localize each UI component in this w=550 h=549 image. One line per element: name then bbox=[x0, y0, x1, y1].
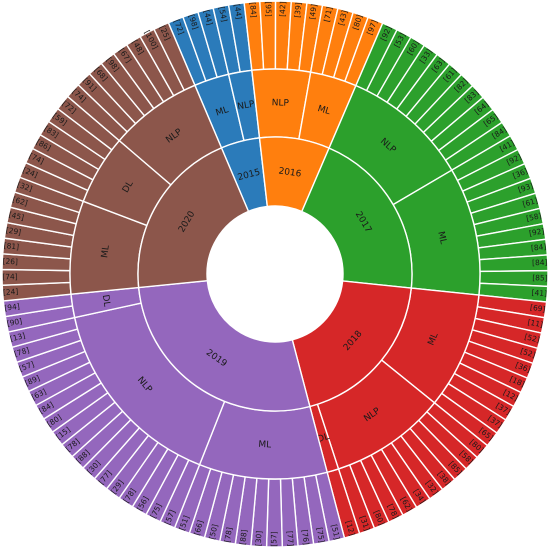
item-label: [44] bbox=[232, 3, 243, 20]
item-label: [71] bbox=[322, 6, 334, 23]
group-label: NLP bbox=[237, 99, 256, 112]
item-label: [61] bbox=[522, 196, 539, 209]
item-label: [43] bbox=[337, 9, 350, 26]
item-label: [41] bbox=[531, 288, 547, 298]
item-label: [94] bbox=[4, 302, 20, 313]
item-label: [78] bbox=[13, 345, 30, 358]
item-label: [95] bbox=[264, 1, 273, 17]
group-label: ML bbox=[100, 245, 112, 259]
item-label: [45] bbox=[8, 210, 25, 222]
group-label: ML bbox=[316, 104, 331, 117]
item-label: [76] bbox=[300, 529, 311, 545]
item-label: [50] bbox=[207, 523, 219, 540]
item-label: [92] bbox=[528, 227, 545, 238]
item-label: [90] bbox=[6, 316, 23, 328]
item-label: [75] bbox=[315, 527, 326, 544]
item-label: [30] bbox=[254, 530, 264, 546]
item-label: [11] bbox=[527, 318, 544, 330]
group-label: ML bbox=[435, 230, 447, 245]
group-label: ML bbox=[215, 105, 230, 118]
year-label: 2016 bbox=[278, 166, 302, 179]
item-label: [13] bbox=[9, 331, 26, 343]
item-label: [51] bbox=[329, 523, 341, 540]
item-label: [26] bbox=[2, 257, 18, 267]
item-label: [84] bbox=[531, 242, 547, 252]
item-label: [85] bbox=[532, 273, 548, 282]
group-label: NLP bbox=[272, 98, 290, 109]
item-label: [57] bbox=[269, 531, 278, 546]
item-label: [84] bbox=[532, 258, 548, 268]
item-label: [52] bbox=[519, 346, 536, 359]
item-label: [58] bbox=[525, 211, 542, 223]
item-label: [69] bbox=[530, 303, 547, 314]
item-label: [84] bbox=[248, 2, 258, 18]
item-label: [49] bbox=[308, 3, 319, 20]
item-label: [44] bbox=[202, 9, 215, 26]
year-segment bbox=[137, 146, 250, 289]
item-label: [88] bbox=[238, 529, 249, 545]
group-label: ML bbox=[426, 332, 440, 348]
item-label: [12] bbox=[344, 519, 357, 536]
item-label: [62] bbox=[12, 195, 29, 208]
group-label: DL bbox=[100, 294, 112, 307]
item-label: [24] bbox=[3, 287, 19, 297]
year-segment bbox=[291, 280, 413, 408]
item-label: [78] bbox=[223, 526, 235, 543]
item-label: [52] bbox=[524, 332, 541, 345]
item-label: [54] bbox=[217, 6, 229, 23]
item-label: [74] bbox=[2, 272, 18, 281]
item-label: [39] bbox=[293, 2, 303, 18]
group-label: ML bbox=[258, 440, 271, 451]
item-label: [42] bbox=[278, 1, 287, 17]
year-segment bbox=[137, 279, 311, 412]
item-label: [29] bbox=[5, 225, 22, 236]
year-segment bbox=[300, 147, 413, 289]
item-label: [77] bbox=[285, 531, 295, 547]
item-label: [81] bbox=[3, 241, 19, 252]
item-label: [66] bbox=[192, 519, 205, 536]
